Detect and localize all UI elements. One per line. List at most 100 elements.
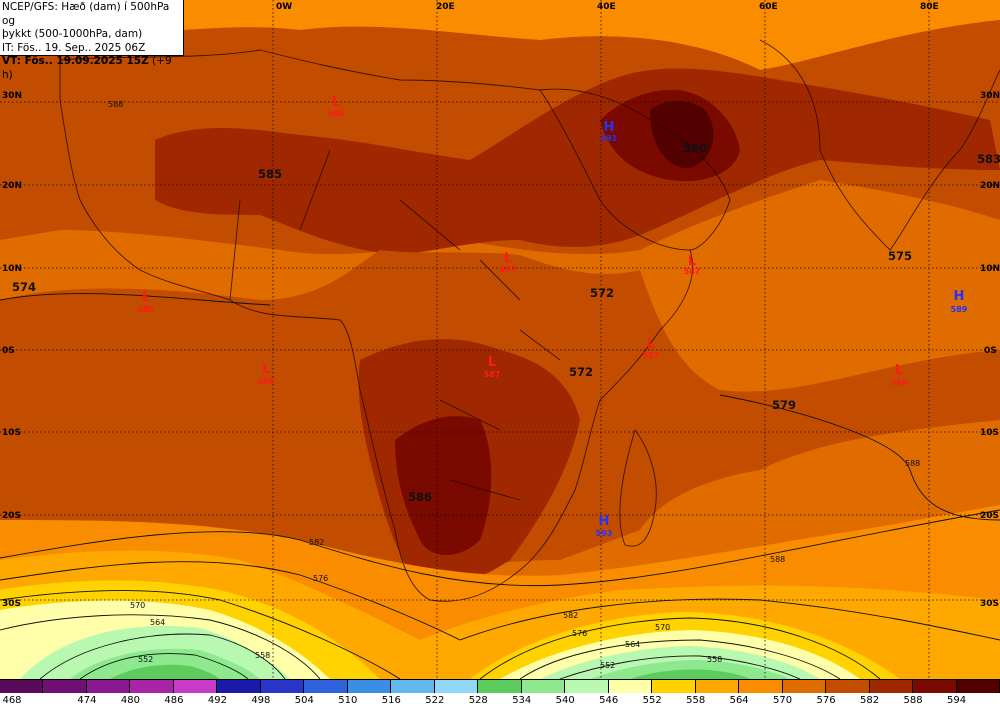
color-swatch [695,680,740,693]
info-title: NCEP/GFS: Hæð (dam) í 500hPa og [2,1,170,27]
high-center: H 589 [951,289,968,314]
color-swatch [521,680,566,693]
svg-text:L: L [332,95,340,110]
lon-label: 0W [276,2,292,12]
svg-text:587: 587 [484,370,501,379]
contour-label: 552 [138,655,153,664]
lat-label: 20N [2,181,22,191]
color-scale-label: 468 [2,695,22,706]
color-swatch [0,680,44,693]
color-swatch [304,680,348,693]
lat-labels-right: 30N 20N 10N 0S 10S 20S 30S [980,91,1000,609]
color-scale-label: 474 [77,695,97,706]
color-scale-label: 564 [729,695,749,706]
info-init-time: IT: Fös.. 19. Sep.. 2025 06Z [2,41,146,54]
color-swatch [869,680,914,693]
svg-text:587: 587 [684,267,701,276]
color-scale-label: 486 [164,695,184,706]
color-swatch [782,680,827,693]
contour-label: 576 [572,629,587,638]
contour-label: 588 [108,100,123,109]
lat-label: 10N [980,264,1000,274]
coastlines [59,39,1000,602]
lat-label: 0S [984,346,997,356]
field-588-south [395,416,492,555]
color-scale-label: 588 [903,695,923,706]
pressure-centers: L 580 H 591 L 585 L 586 L 587 L 587 L 58… [138,95,968,538]
svg-text:585: 585 [138,305,155,314]
color-scale-label: 528 [468,695,488,706]
contour-label: 564 [150,618,165,627]
weather-map: 0W 20E 40E 60E 80E 30N 20N 10N 0S 10S 20… [0,0,1000,679]
svg-text:H: H [599,514,610,529]
color-scale-label: 498 [251,695,271,706]
color-swatch [391,680,435,693]
lon-label: 20E [436,2,455,12]
color-swatch [565,680,609,693]
height-label: 575 [888,249,912,263]
color-scale-label: 582 [860,695,880,706]
low-center: L 586 [891,363,908,387]
svg-text:L: L [262,362,270,377]
color-swatch [173,680,218,693]
color-swatch [826,680,870,693]
lat-label: 20S [2,511,21,521]
lat-label: 10S [980,428,999,438]
contour-labels: 588 582 576 570 564 558 552 588 582 576 … [108,100,920,670]
color-scale-label: 504 [294,695,314,706]
color-scale-labels: 468 474 480 486 492 498 504 510 516 522 528 534 540 5… [0,694,1000,709]
lat-label: 30S [2,599,21,609]
color-scale-label: 516 [381,695,401,706]
color-scale-label: 594 [946,695,967,706]
low-center: L 587 [500,251,517,274]
high-center: H 593 [596,514,613,538]
lon-label: 80E [920,2,939,12]
height-label: 579 [772,398,796,412]
contour-label: 570 [130,601,145,610]
svg-text:L: L [504,251,512,266]
color-scale-label: 522 [425,695,445,706]
svg-text:H: H [604,120,615,135]
low-center: L 585 [138,290,155,314]
contour-label: 564 [625,640,640,649]
info-subtitle: þykkt (500-1000hPa, dam) [2,28,143,41]
svg-text:586: 586 [891,378,908,387]
color-swatch [478,680,522,693]
height-label: 590 [683,141,707,155]
contour-label: 582 [563,611,578,620]
height-labels: 590 585 575 574 572 572 579 586 583 [12,141,1000,504]
svg-text:L: L [895,363,903,378]
svg-text:L: L [142,290,150,305]
height-label: 586 [408,490,432,504]
height-label: 583 [977,152,1000,166]
svg-text:593: 593 [596,529,613,538]
svg-text:L: L [488,355,496,370]
color-scale-label: 540 [555,695,575,706]
color-swatch [130,680,174,693]
high-center: H 591 [601,120,618,143]
svg-text:580: 580 [328,109,345,118]
color-swatch [260,680,305,693]
low-center: L 580 [328,95,345,118]
field-534 [110,664,220,679]
low-center: L 587 [643,337,660,360]
color-swatch [739,680,783,693]
field-540 [70,648,260,679]
color-swatch [956,680,1000,693]
lon-label: 60E [759,2,778,12]
svg-text:587: 587 [643,351,660,360]
contour-label: 588 [905,459,920,468]
graticule [0,0,1000,679]
color-swatch [652,680,696,693]
height-label: 574 [12,280,36,294]
contour-label: 582 [309,538,324,547]
svg-text:586: 586 [258,377,275,386]
contour-label: 570 [655,623,670,632]
lat-label: 20S [980,511,999,521]
info-lead-time: (+9 h) [2,55,172,81]
lon-label: 40E [597,2,616,12]
lat-label: 0S [2,346,15,356]
color-scale-label: 552 [642,695,662,706]
map-info-box: NCEP/GFS: Hæð (dam) í 500hPa og þykkt (5… [0,0,184,81]
lat-label: 10N [2,264,22,274]
